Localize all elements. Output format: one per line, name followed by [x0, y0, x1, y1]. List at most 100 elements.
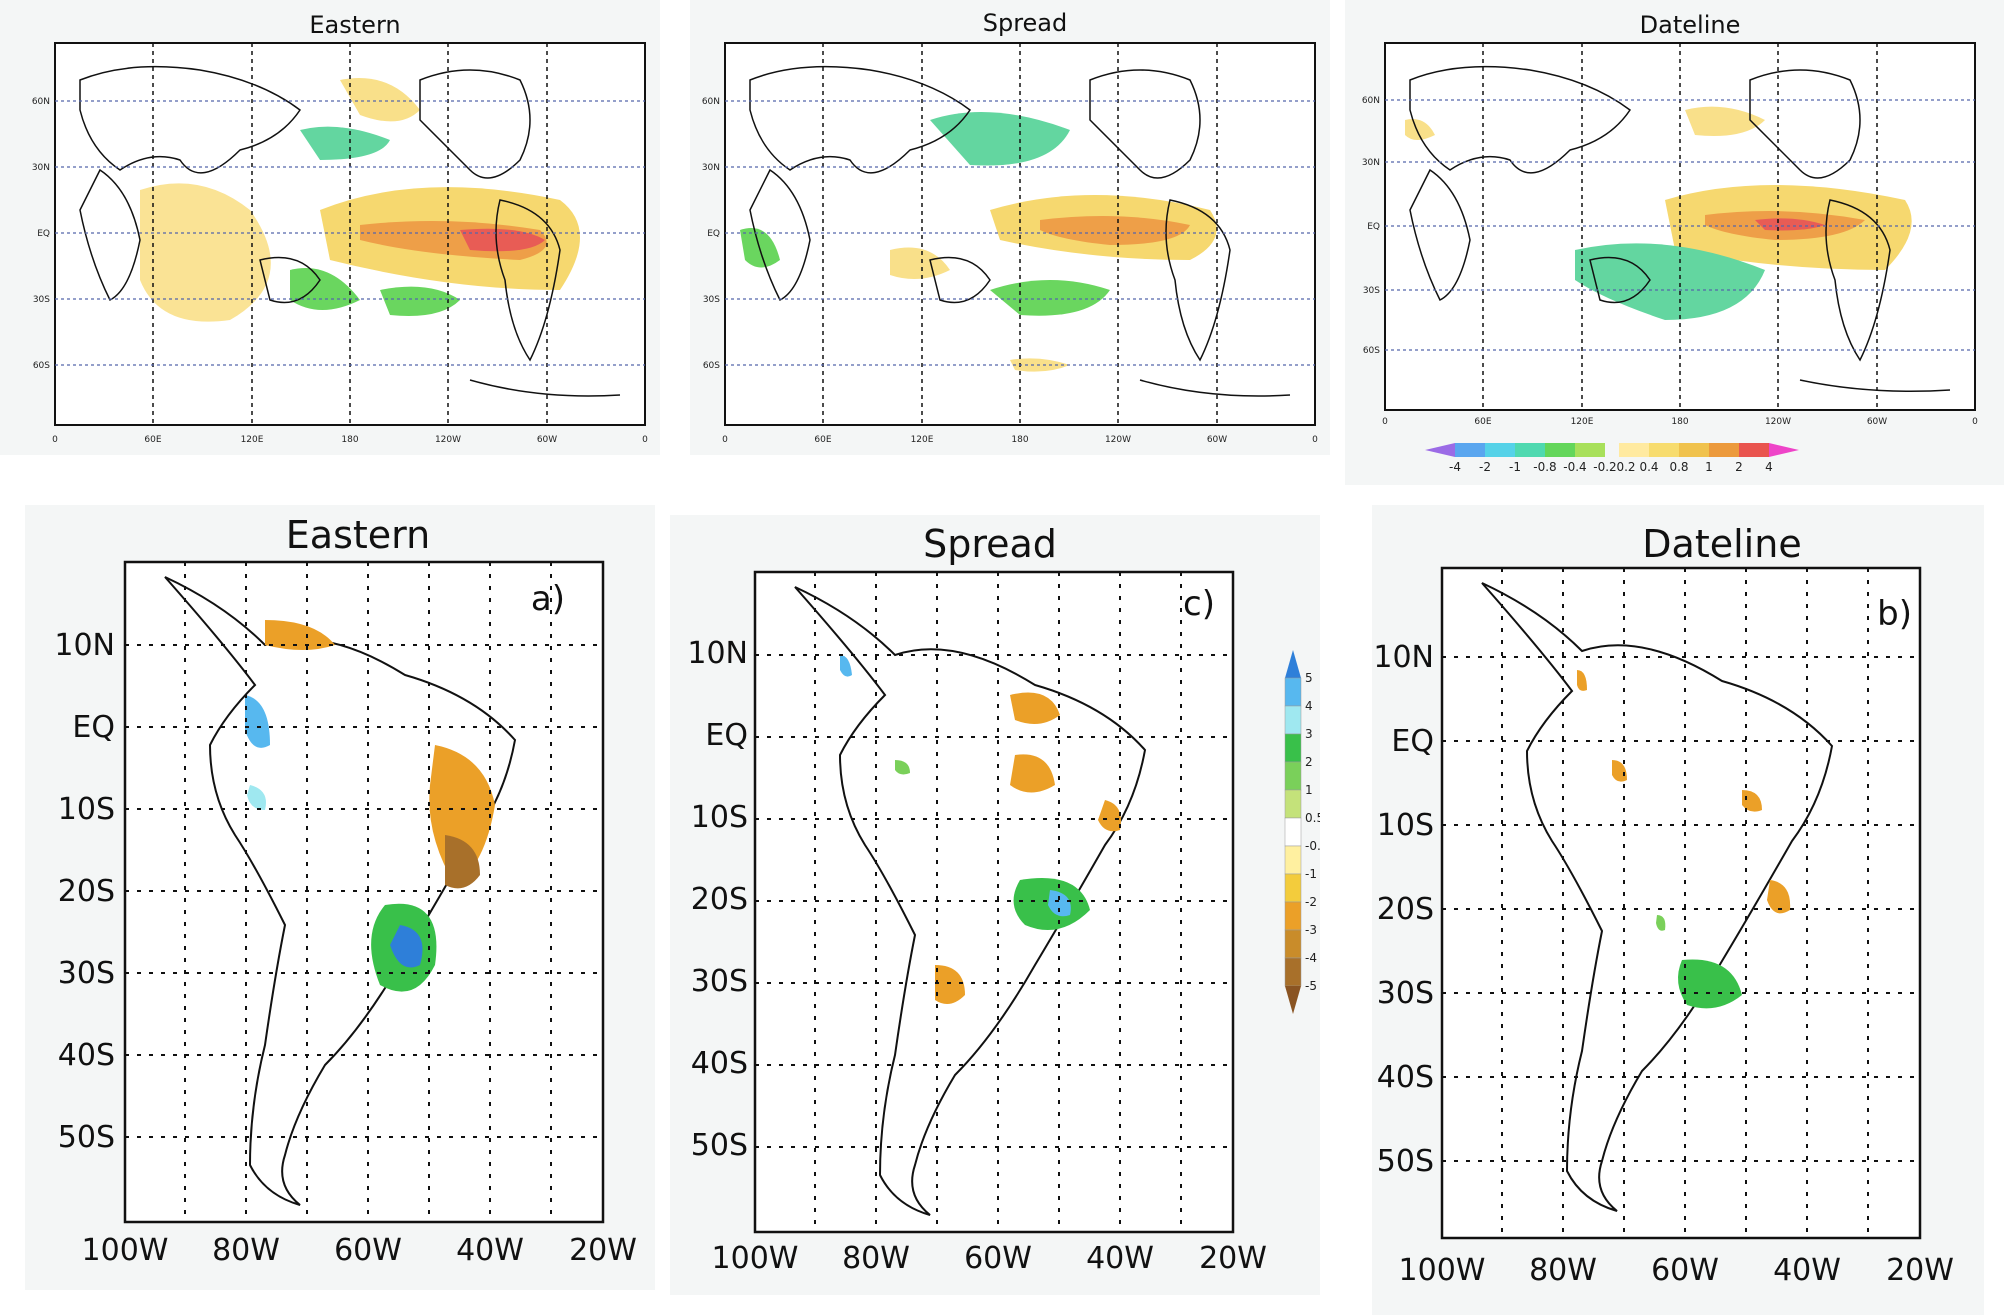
lon-label: 60E [144, 435, 161, 445]
colorbar-segment [1739, 443, 1769, 457]
lat-label: 60N [702, 97, 720, 107]
lat-label: 50S [58, 1120, 115, 1155]
lat-label: 10N [1373, 640, 1434, 675]
colorbar-label: 1 [1705, 460, 1713, 474]
lat-label: 60S [1363, 346, 1380, 356]
map-title: Eastern [286, 513, 430, 557]
lat-label: 10S [1377, 808, 1434, 843]
lon-label: 0 [642, 435, 648, 445]
lon-label: 80W [1529, 1253, 1597, 1288]
lat-label: EQ [705, 718, 748, 753]
colorbar-label: -0.8 [1533, 460, 1556, 474]
colorbar-segment [1515, 443, 1545, 457]
colorbar-label: -1 [1305, 867, 1317, 881]
map-frame [1384, 42, 1976, 411]
map-frame [1440, 566, 1922, 1240]
colorbar-segment [1284, 733, 1302, 763]
lon-label: 60W [1651, 1253, 1719, 1288]
lon-label: 120E [911, 435, 934, 445]
lon-label: 120W [1105, 435, 1131, 445]
lon-label: 0 [722, 435, 728, 445]
global-map-dateline: Dateline [1345, 0, 2004, 485]
lat-label: 40S [1377, 1060, 1434, 1095]
map-frame [753, 570, 1235, 1234]
colorbar-segment [1575, 443, 1605, 457]
colorbar-label: 0.4 [1639, 460, 1658, 474]
colorbar-segment [1485, 443, 1515, 457]
lat-label: EQ [1367, 222, 1380, 232]
colorbar-segment [1284, 845, 1302, 875]
colorbar-label: 0.2 [1616, 460, 1635, 474]
lat-label: 30N [1362, 158, 1380, 168]
colorbar-label: 0.5 [1305, 811, 1320, 825]
lat-label: 60N [1362, 96, 1380, 106]
lon-label: 20W [1886, 1253, 1954, 1288]
lon-label: 60E [814, 435, 831, 445]
colorbar-label: 3 [1305, 727, 1313, 741]
colorbar-label: 4 [1765, 460, 1773, 474]
colorbar-label: -2 [1305, 895, 1317, 909]
global-map-eastern: Eastern [0, 0, 660, 455]
colorbar-label: -1 [1509, 460, 1521, 474]
lon-label: 80W [842, 1241, 910, 1276]
lat-label: 30N [32, 163, 50, 173]
lon-label: 120E [241, 435, 264, 445]
lon-label: 100W [82, 1233, 169, 1268]
lat-label: EQ [72, 710, 115, 745]
lon-label: 180 [1671, 417, 1688, 427]
lat-label: 60S [33, 361, 50, 371]
colorbar-label: -4 [1449, 460, 1461, 474]
lat-label: 20S [691, 882, 748, 917]
map-title: Dateline [1642, 522, 1801, 566]
colorbar-segment [1284, 705, 1302, 735]
sa-colorbar: 5 4 3 2 1 0.5 -0.5 -1 -2 -3 -4 -5 [1284, 650, 1320, 1014]
colorbar-label: -4 [1305, 951, 1317, 965]
lat-label: 20S [58, 874, 115, 909]
colorbar-segment [1709, 443, 1739, 457]
colorbar-segment [1284, 789, 1302, 819]
lat-label: 60S [703, 361, 720, 371]
lon-label: 40W [456, 1233, 524, 1268]
colorbar-segment [1455, 443, 1485, 457]
map-title: Spread [923, 522, 1057, 566]
lon-label: 100W [1399, 1253, 1486, 1288]
sa-map-eastern: Eastern [25, 505, 655, 1290]
lon-label: 120W [1765, 417, 1791, 427]
lat-label: 30S [691, 964, 748, 999]
map-title: Eastern [309, 11, 400, 39]
colorbar-label: 2 [1735, 460, 1743, 474]
colorbar-segment [1619, 443, 1649, 457]
lon-label: 100W [712, 1241, 799, 1276]
colorbar-segment [1285, 986, 1301, 1014]
lon-label: 60W [1207, 435, 1227, 445]
lon-label: 0 [52, 435, 58, 445]
global-colorbar: -4 -2 -1 -0.8 -0.4 -0.2 0.2 0.4 0.8 1 2 4 [1425, 443, 1799, 474]
lon-label: 120E [1571, 417, 1594, 427]
colorbar-segment [1425, 443, 1455, 457]
lon-label: 0 [1382, 417, 1388, 427]
colorbar-label: 5 [1305, 671, 1313, 685]
lat-label: 10S [58, 792, 115, 827]
lon-label: 40W [1773, 1253, 1841, 1288]
lon-label: 60E [1474, 417, 1491, 427]
lon-label: 60W [1867, 417, 1887, 427]
lat-label: 20S [1377, 892, 1434, 927]
lon-label: 180 [1011, 435, 1028, 445]
lon-label: 60W [537, 435, 557, 445]
lat-label: 30S [1363, 286, 1380, 296]
colorbar-segment [1545, 443, 1575, 457]
colorbar-segment [1284, 817, 1302, 847]
map-frame [123, 560, 605, 1224]
lat-label: 50S [691, 1128, 748, 1163]
lat-label: 30N [702, 163, 720, 173]
lon-label: 120W [435, 435, 461, 445]
lat-label: 30S [703, 295, 720, 305]
colorbar-label: 0.8 [1669, 460, 1688, 474]
lat-label: 40S [58, 1038, 115, 1073]
colorbar-segment [1284, 873, 1302, 903]
lon-label: 20W [1199, 1241, 1267, 1276]
sa-map-dateline: Dateline [1372, 505, 1984, 1315]
global-map-spread: Spread [690, 0, 1330, 455]
lat-label: 30S [58, 956, 115, 991]
colorbar-segment [1285, 650, 1301, 678]
